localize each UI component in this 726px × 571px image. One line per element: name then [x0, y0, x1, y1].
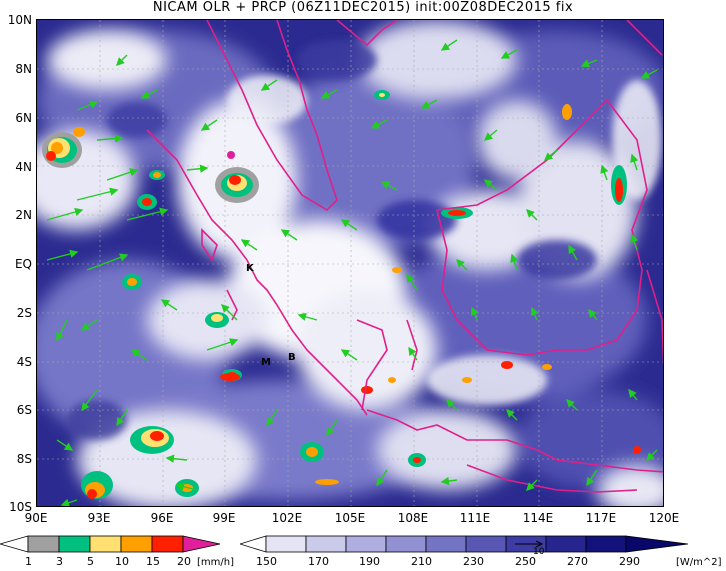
olr-tick: 190 [359, 555, 380, 568]
olr-texture [67, 40, 662, 440]
olr-tick: 250 [515, 555, 536, 568]
precip-tick: 15 [146, 555, 160, 568]
precip-colorbar-bar [0, 535, 221, 553]
precip-tick: 5 [87, 555, 94, 568]
lon-tick: 120E [648, 511, 680, 525]
precip-tick: 20 [177, 555, 191, 568]
lat-tick: 6S [16, 403, 32, 417]
olr-tick: 150 [256, 555, 277, 568]
city-label-k: K [246, 263, 254, 274]
lat-tick: 8S [16, 452, 32, 466]
chart-title: NICAM OLR + PRCP (06Z11DEC2015) init:00Z… [152, 0, 574, 15]
lat-tick: 6N [15, 111, 32, 125]
olr-tick: 230 [463, 555, 484, 568]
map-panel [36, 19, 664, 507]
lon-tick: 117E [585, 511, 617, 525]
lat-tick: 2N [15, 208, 32, 222]
wind-vectors [46, 39, 658, 506]
lat-tick: 2S [16, 306, 32, 320]
olr-colorbar-bar [240, 535, 689, 553]
map-gridlines [37, 20, 663, 506]
lon-tick: 105E [334, 511, 366, 525]
precip-tick: 3 [56, 555, 63, 568]
lat-tick: 10S [9, 500, 32, 514]
olr-map [37, 20, 663, 506]
precip-tick: 10 [115, 555, 129, 568]
lon-tick: 111E [459, 511, 491, 525]
lon-tick: 99E [212, 511, 236, 525]
vector-reference: 10 [533, 547, 545, 557]
olr-tick: 290 [619, 555, 640, 568]
precip-tick: 1 [25, 555, 32, 568]
lon-tick: 102E [271, 511, 303, 525]
lat-tick: 4N [15, 160, 32, 174]
lat-tick: 8N [15, 62, 32, 76]
lon-tick: 90E [24, 511, 48, 525]
lat-tick: 4S [16, 355, 32, 369]
olr-tick: 170 [308, 555, 329, 568]
precip-spots [42, 90, 641, 499]
lon-tick: 108E [397, 511, 429, 525]
city-label-m: M [261, 357, 271, 368]
lon-tick: 93E [87, 511, 111, 525]
olr-tick: 270 [567, 555, 588, 568]
city-label-b: B [288, 352, 296, 363]
lon-tick: 114E [522, 511, 554, 525]
lat-tick: 10N [7, 13, 32, 27]
lat-tick: EQ [14, 257, 32, 271]
lon-tick: 96E [150, 511, 174, 525]
precip-unit: [mm/h] [197, 557, 234, 568]
olr-tick: 210 [411, 555, 432, 568]
olr-unit: [W/m^2] [676, 557, 722, 568]
